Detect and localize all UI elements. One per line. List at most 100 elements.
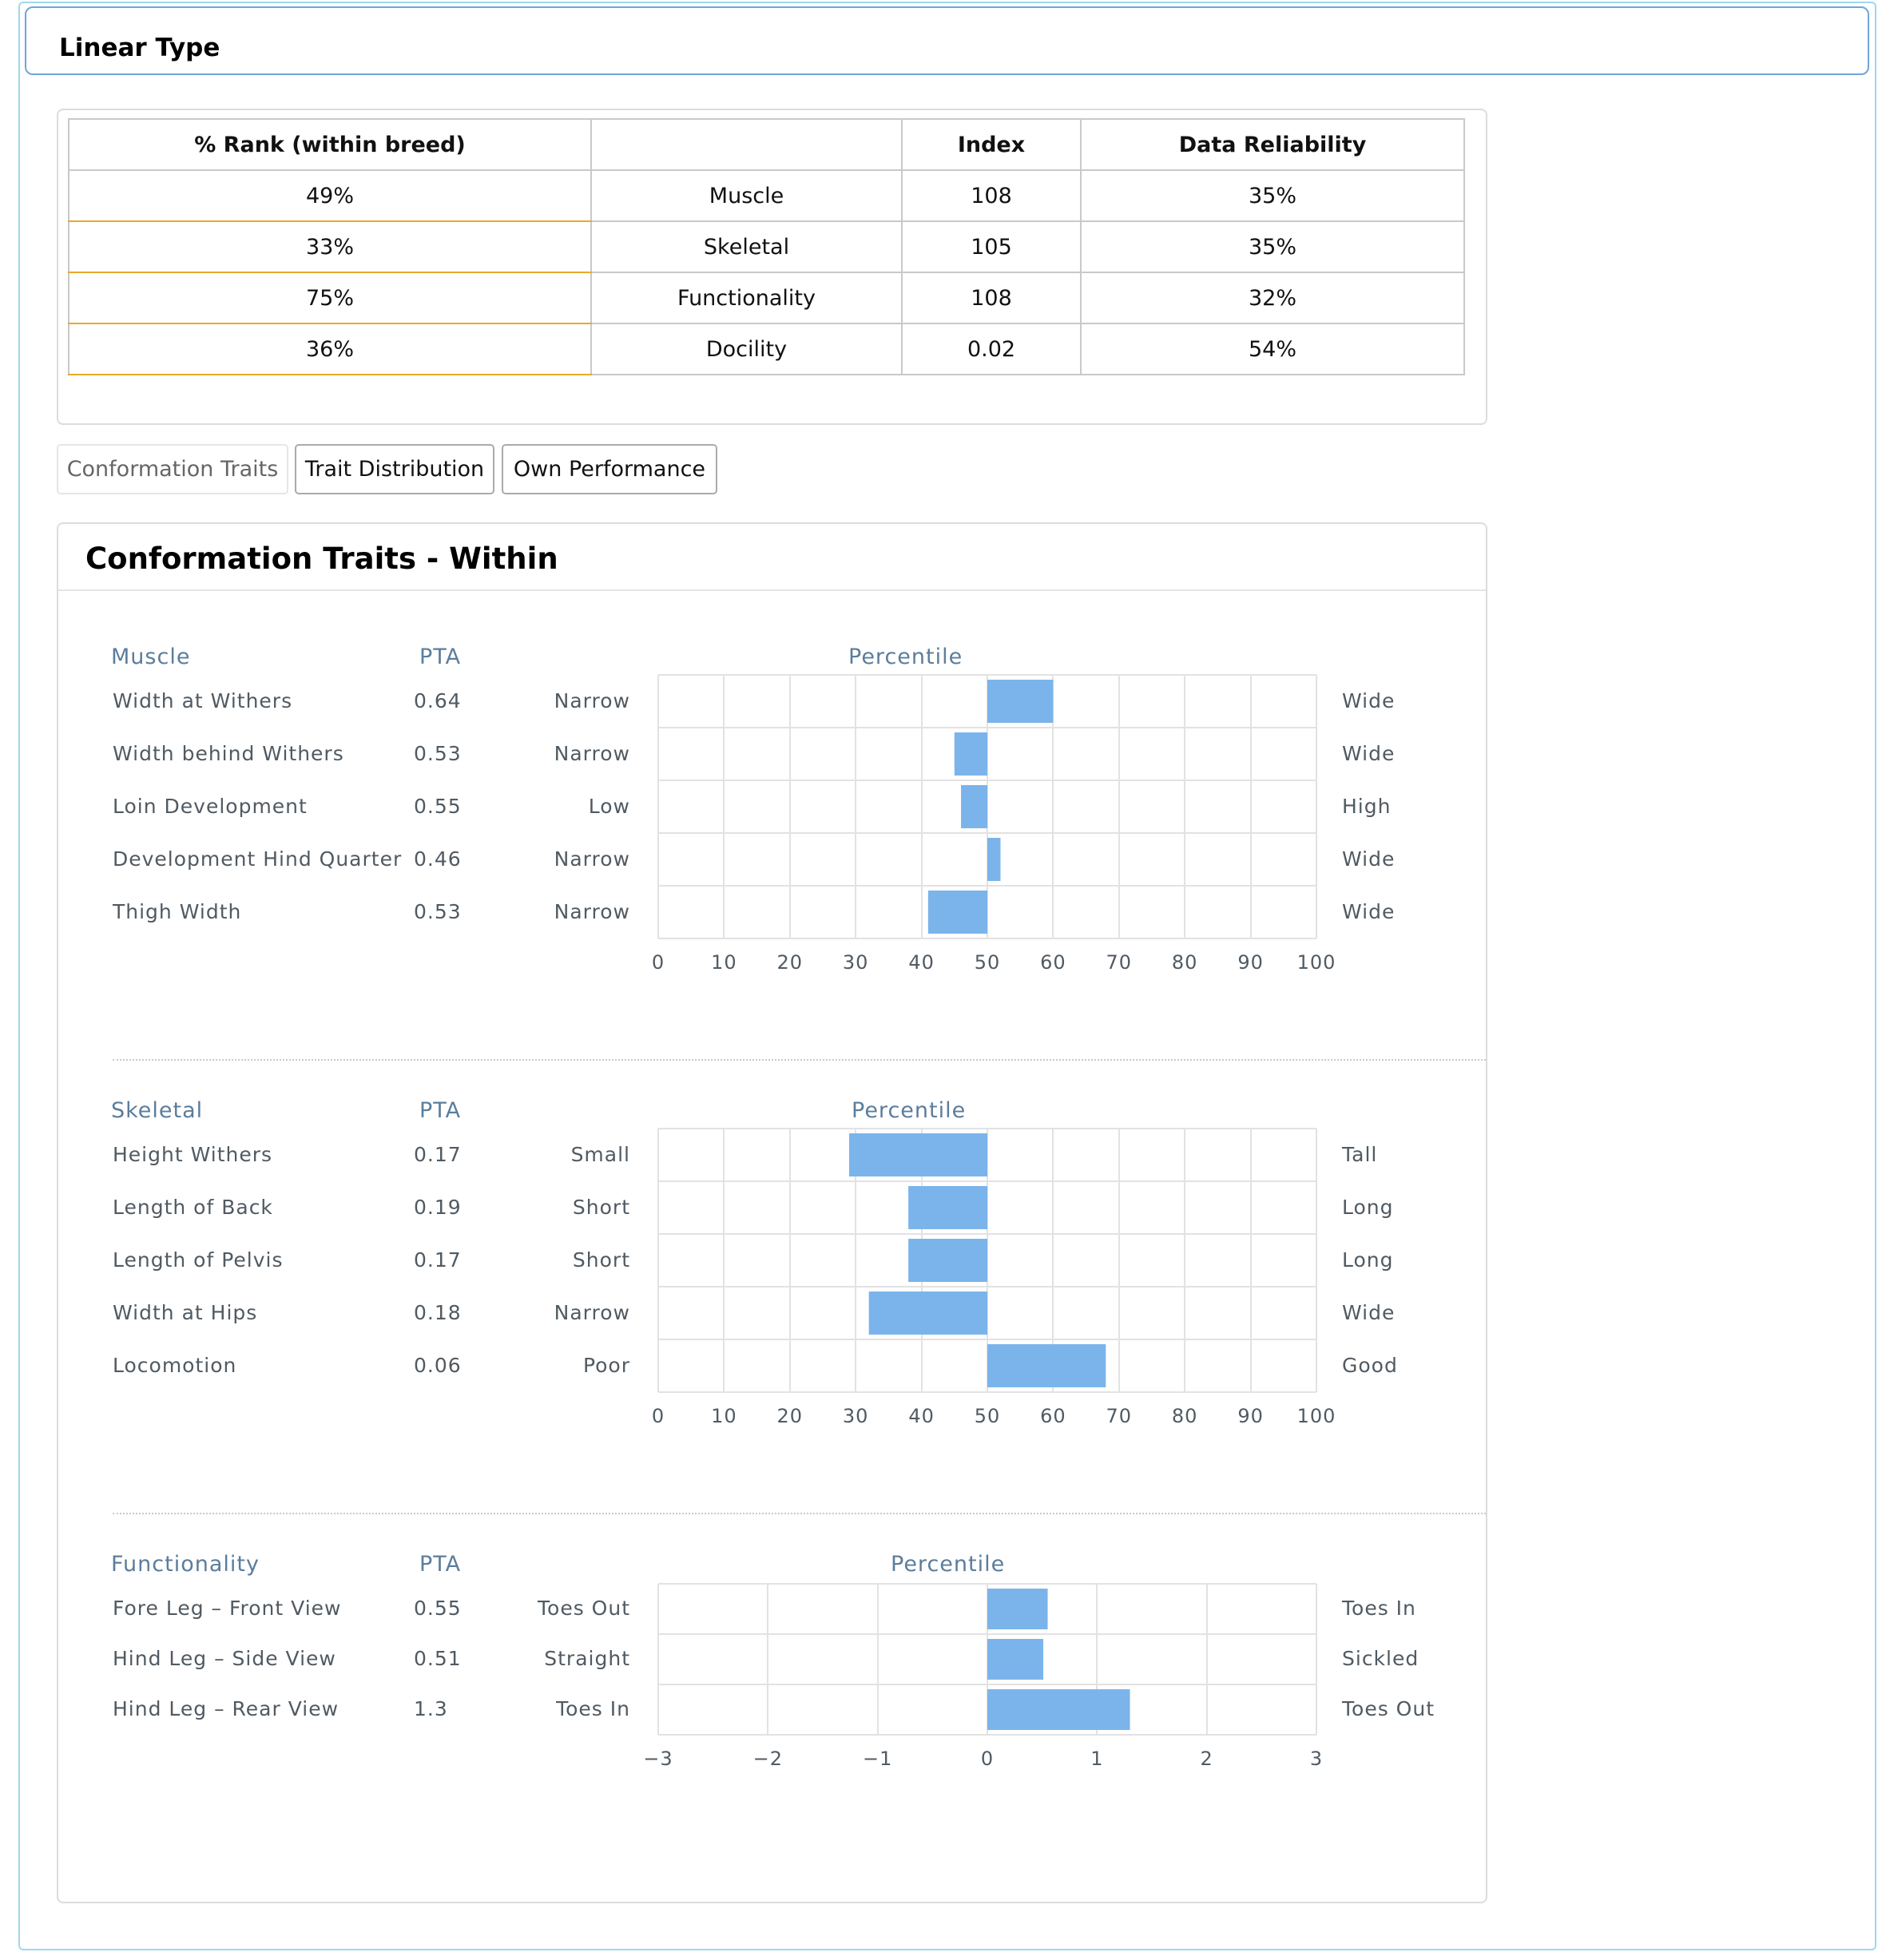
low-label: Short: [572, 1248, 630, 1272]
summary-card: [57, 109, 1487, 425]
percentile-chart-functionality: [657, 1582, 1317, 1736]
x-tick-label: 10: [711, 951, 737, 974]
pta-value: 0.53: [414, 742, 462, 765]
x-tick-label: 80: [1171, 951, 1198, 974]
trait-cell: Muscle: [590, 169, 903, 222]
pta-header: PTA: [419, 645, 462, 669]
conformation-traits-card: [57, 522, 1487, 1903]
high-label: Long: [1342, 1248, 1394, 1272]
high-label: Wide: [1342, 689, 1396, 712]
pta-value: 0.64: [414, 689, 462, 712]
pta-value: 0.06: [414, 1354, 462, 1377]
section-title: Functionality: [111, 1552, 260, 1577]
reliability-cell: 32%: [1080, 272, 1465, 324]
high-label: Long: [1342, 1196, 1394, 1219]
summary-table: % Rank (within breed) Index Data Reliabi…: [68, 118, 1465, 375]
bar-length-of-back: [908, 1186, 987, 1229]
reliability-cell: 35%: [1080, 220, 1465, 273]
tab-own-performance[interactable]: Own Performance: [502, 444, 717, 494]
trait-name: Width at Hips: [113, 1301, 258, 1324]
high-label: Toes In: [1342, 1597, 1416, 1620]
summary-row-functionality: 75% Functionality 108 32%: [68, 272, 1465, 324]
trait-name: Hind Leg – Rear View: [113, 1697, 339, 1720]
index-cell: 0.02: [901, 323, 1082, 375]
trait-name: Development Hind Quarter: [113, 847, 403, 871]
tab-conformation-traits[interactable]: Conformation Traits: [57, 444, 288, 494]
trait-cell: Functionality: [590, 272, 903, 324]
x-tick-label: 50: [974, 1405, 1001, 1427]
low-label: Narrow: [554, 847, 630, 871]
x-tick-label: 90: [1237, 951, 1264, 974]
bar-width-at-withers: [987, 680, 1054, 723]
x-tick-label: −2: [752, 1747, 784, 1770]
percentile-chart-skeletal: [657, 1128, 1317, 1393]
pta-value: 0.55: [414, 795, 462, 818]
high-label: Wide: [1342, 1301, 1396, 1324]
trait-cell: Docility: [590, 323, 903, 375]
x-tick-label: 30: [842, 1405, 869, 1427]
low-label: Narrow: [554, 689, 630, 712]
trait-name: Height Withers: [113, 1143, 273, 1166]
x-tick-label: 100: [1296, 951, 1336, 974]
low-label: Toes Out: [538, 1597, 630, 1620]
x-tick-label: 100: [1296, 1405, 1336, 1427]
rank-cell: 36%: [68, 323, 592, 375]
x-tick-label: 50: [974, 951, 1001, 974]
bar-loin-development: [961, 785, 987, 828]
bar-hind-leg-rear-view: [987, 1688, 1130, 1730]
summary-header-row: % Rank (within breed) Index Data Reliabi…: [68, 118, 1465, 171]
x-tick-label: 90: [1237, 1405, 1264, 1427]
section-title: Skeletal: [111, 1098, 204, 1123]
trait-name: Width behind Withers: [113, 742, 344, 765]
percentile-title: Percentile: [852, 1098, 967, 1123]
trait-name: Hind Leg – Side View: [113, 1647, 336, 1670]
trait-name: Loin Development: [113, 795, 308, 818]
x-tick-label: 2: [1200, 1747, 1213, 1770]
reliability-cell: 54%: [1080, 323, 1465, 375]
trait-name: Thigh Width: [113, 900, 242, 923]
x-tick-label: 10: [711, 1405, 737, 1427]
high-label: Good: [1342, 1354, 1398, 1377]
bar-width-behind-withers: [954, 732, 987, 776]
pta-value: 0.17: [414, 1143, 462, 1166]
percentile-chart-muscle: [657, 674, 1317, 939]
trait-name: Length of Pelvis: [113, 1248, 284, 1272]
high-label: Wide: [1342, 900, 1396, 923]
x-tick-label: 60: [1040, 951, 1066, 974]
panel-title: Linear Type: [59, 34, 220, 62]
x-tick-label: −1: [862, 1747, 893, 1770]
low-label: Narrow: [554, 742, 630, 765]
x-tick-label: 70: [1106, 951, 1133, 974]
index-cell: 105: [901, 220, 1082, 273]
high-label: Sickled: [1342, 1647, 1419, 1670]
bar-height-withers: [848, 1133, 987, 1176]
rank-cell: 75%: [68, 272, 592, 324]
bar-width-at-hips: [868, 1291, 987, 1335]
low-label: Poor: [582, 1354, 630, 1377]
high-label: Toes Out: [1342, 1697, 1435, 1720]
pta-value: 0.17: [414, 1248, 462, 1272]
bar-locomotion: [987, 1344, 1106, 1387]
tab-trait-distribution[interactable]: Trait Distribution: [295, 444, 494, 494]
pta-value: 0.55: [414, 1597, 462, 1620]
high-label: High: [1342, 795, 1392, 818]
x-tick-label: 60: [1040, 1405, 1066, 1427]
pta-value: 0.18: [414, 1301, 462, 1324]
header-reliability: Data Reliability: [1080, 118, 1465, 171]
section-title: Muscle: [111, 645, 191, 669]
x-tick-label: 1: [1090, 1747, 1104, 1770]
x-tick-label: 20: [776, 1405, 804, 1427]
percentile-title: Percentile: [848, 645, 963, 669]
x-tick-label: 0: [651, 1405, 665, 1427]
high-label: Wide: [1342, 742, 1396, 765]
low-label: Narrow: [554, 900, 630, 923]
percentile-title: Percentile: [891, 1552, 1006, 1577]
conformation-traits-title: Conformation Traits - Within: [85, 542, 558, 576]
low-label: Low: [588, 795, 630, 818]
trait-name: Length of Back: [113, 1196, 273, 1219]
section-divider: [113, 1059, 1486, 1061]
pta-value: 0.46: [414, 847, 462, 871]
pta-value: 1.3: [414, 1697, 448, 1720]
x-tick-label: 30: [842, 951, 869, 974]
summary-row-muscle: 49% Muscle 108 35%: [68, 169, 1465, 222]
